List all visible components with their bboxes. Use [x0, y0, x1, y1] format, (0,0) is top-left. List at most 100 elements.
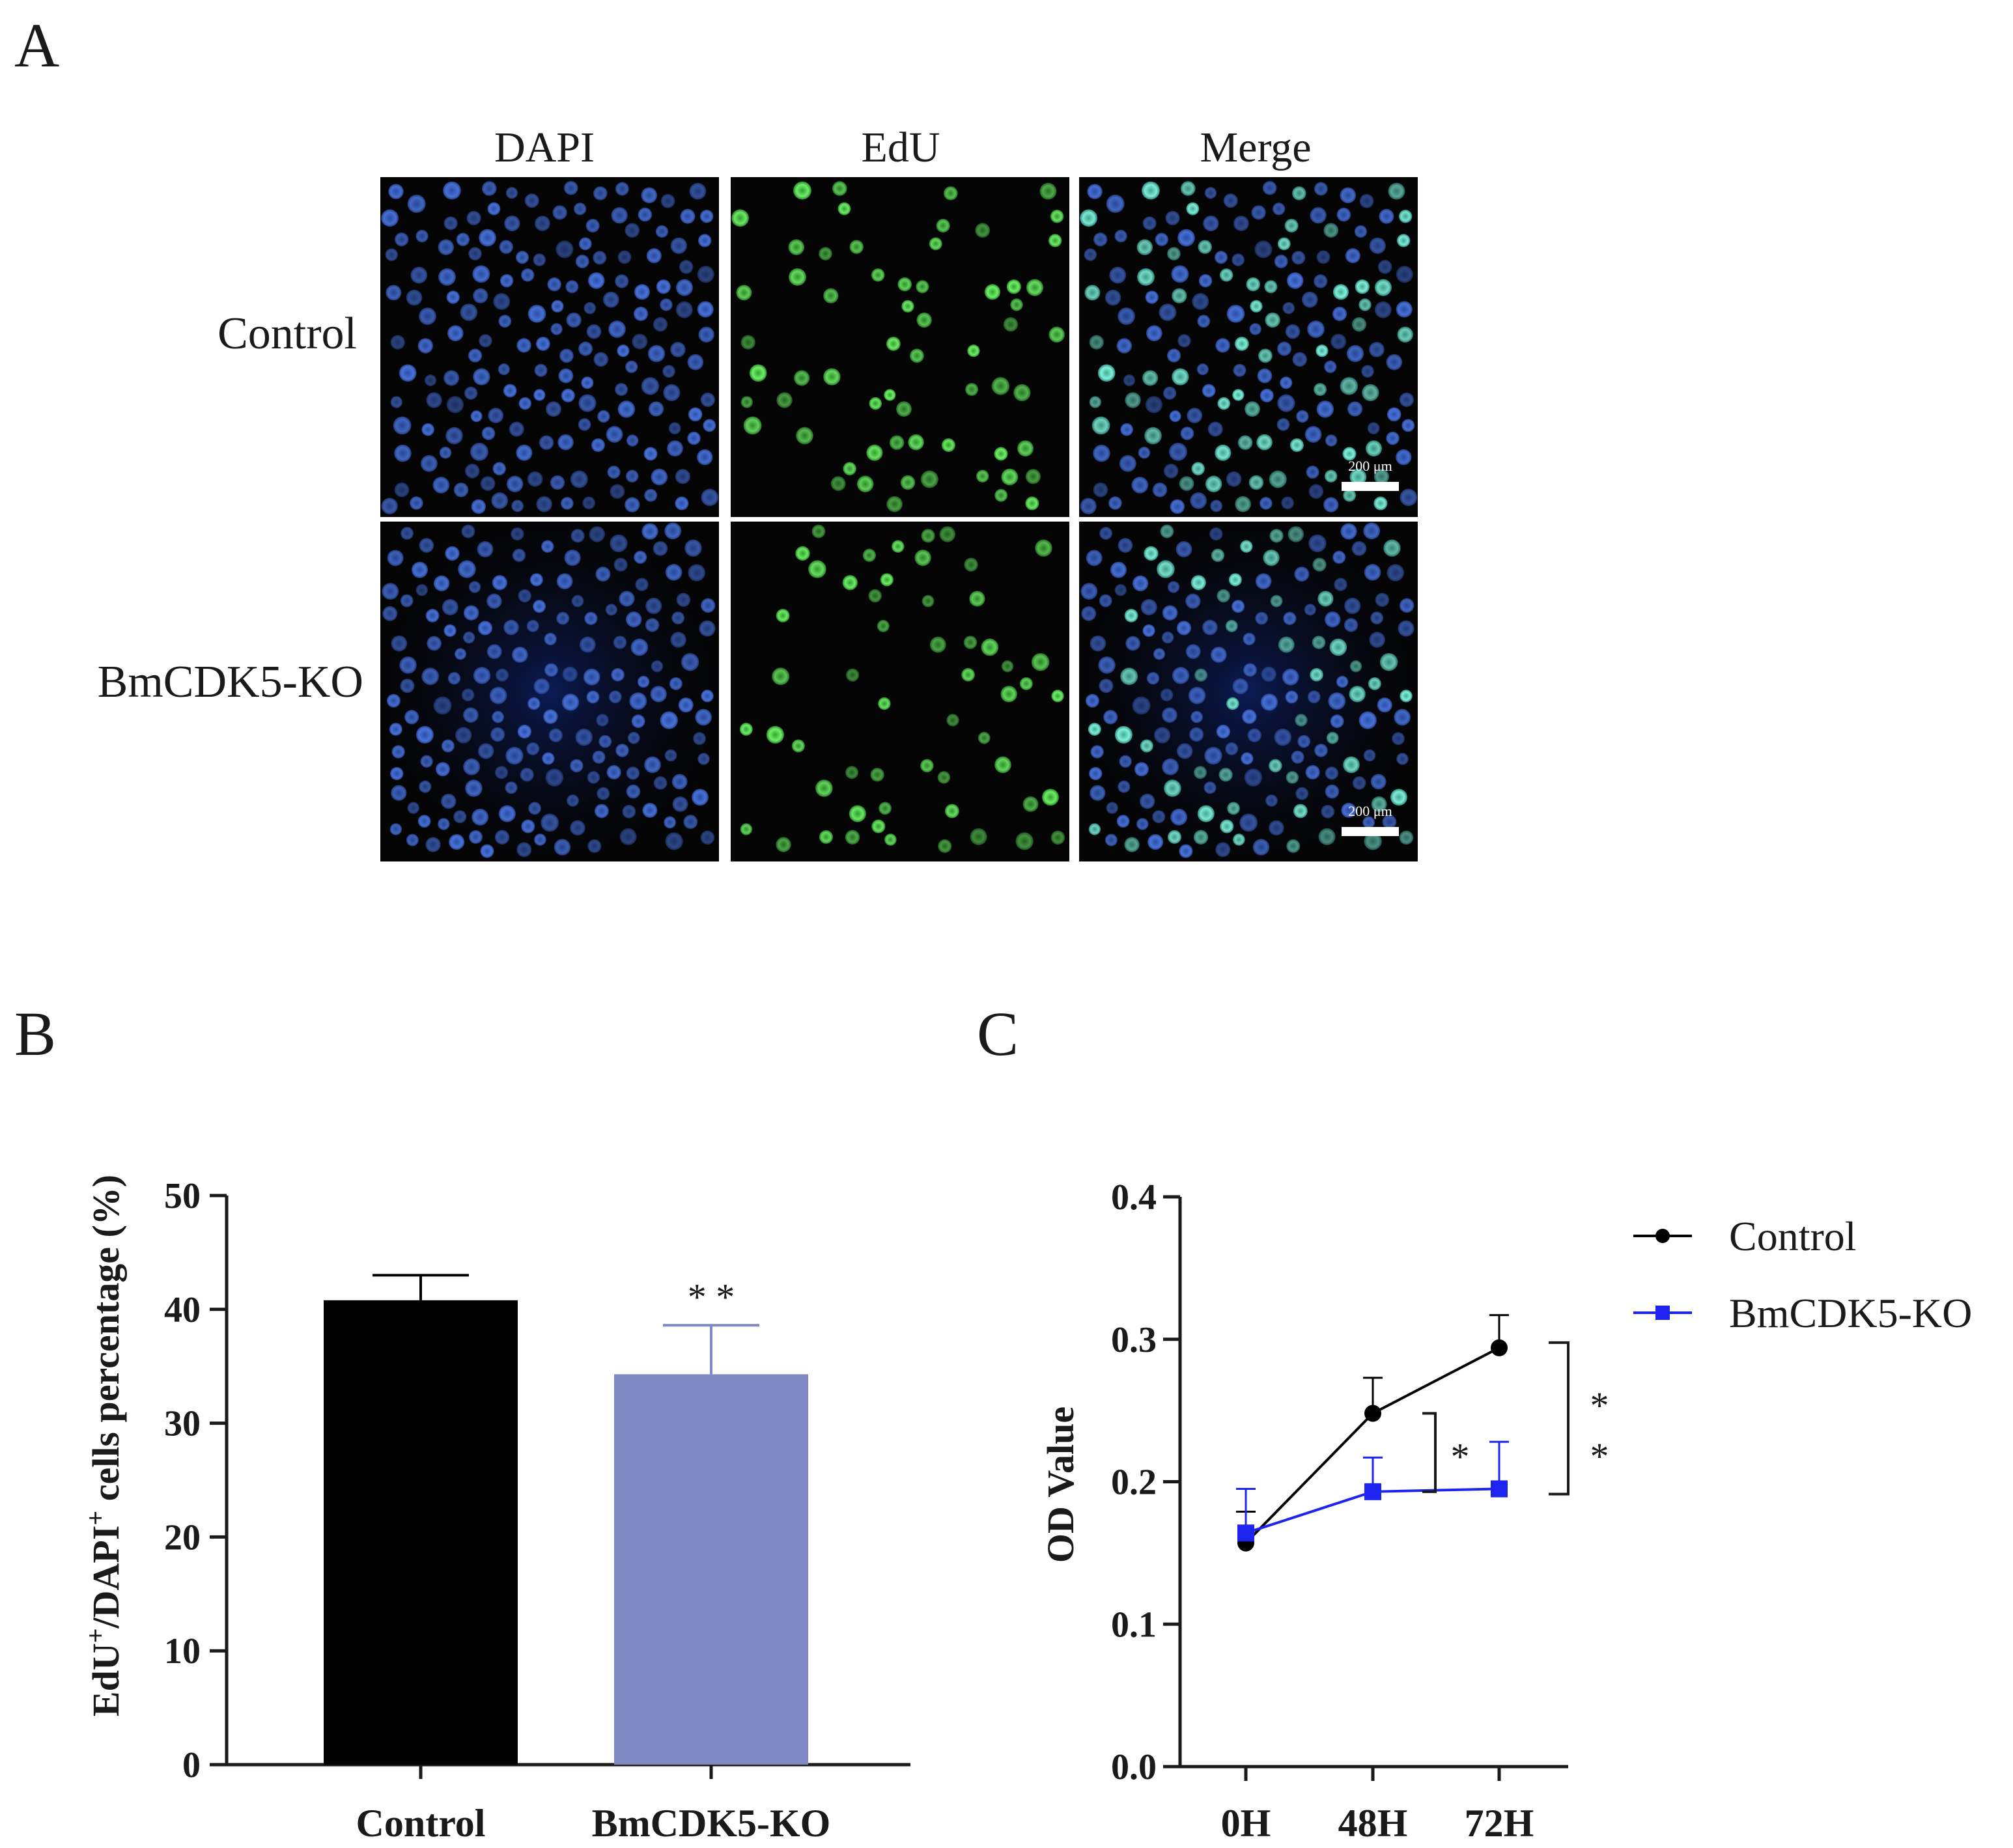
- nucleus-merge-edu: [1097, 364, 1116, 382]
- nucleus-merge-dapi: [1163, 464, 1179, 479]
- nucleus-dapi: [472, 265, 490, 283]
- nucleus-dapi: [388, 184, 404, 199]
- nucleus-edu: [929, 237, 942, 251]
- nucleus-edu: [908, 434, 924, 451]
- nucleus-merge-edu: [1248, 475, 1264, 490]
- nucleus-edu: [849, 240, 864, 254]
- nucleus-edu: [823, 368, 841, 385]
- nucleus-merge-dapi: [1330, 714, 1344, 729]
- nucleus-dapi: [645, 597, 662, 615]
- nucleus-merge-edu: [1167, 247, 1181, 260]
- nucleus-merge-edu: [1379, 652, 1398, 671]
- nucleus-dapi: [505, 187, 518, 199]
- nucleus-dapi: [675, 279, 693, 296]
- nucleus-merge-dapi: [1361, 365, 1374, 378]
- nucleus-dapi: [564, 549, 581, 567]
- nucleus-merge-dapi: [1277, 394, 1295, 412]
- nucleus-merge-dapi: [1316, 250, 1330, 264]
- nucleus-edu: [984, 284, 1000, 300]
- nucleus-merge-edu: [1398, 210, 1413, 223]
- nucleus-merge-dapi: [1294, 567, 1310, 582]
- panel-letter-a: A: [14, 10, 59, 80]
- nucleus-merge-dapi: [1172, 667, 1190, 684]
- bar-significance-marker: * *: [688, 1276, 735, 1318]
- nucleus-dapi: [449, 833, 465, 850]
- nucleus-edu: [963, 636, 978, 649]
- nucleus-edu: [879, 802, 892, 815]
- nucleus-edu: [1039, 182, 1057, 200]
- nucleus-dapi: [381, 497, 398, 514]
- line-chart-y-tick-label: 0.3: [1111, 1320, 1157, 1360]
- nucleus-dapi: [582, 496, 595, 510]
- nucleus-edu: [789, 268, 806, 286]
- nucleus-merge-edu: [1326, 731, 1339, 744]
- nucleus-dapi: [491, 492, 509, 509]
- nucleus-dapi: [421, 423, 434, 436]
- nucleus-merge-edu: [1317, 591, 1334, 607]
- nucleus-edu: [1017, 440, 1034, 457]
- nucleus-merge-edu: [1323, 223, 1339, 238]
- nucleus-edu: [1025, 496, 1039, 511]
- nucleus-dapi: [570, 759, 584, 773]
- nucleus-merge-dapi: [1392, 732, 1405, 746]
- nucleus-edu: [796, 427, 813, 445]
- nucleus-dapi: [692, 789, 709, 806]
- nucleus-dapi: [550, 475, 565, 490]
- nucleus-merge-dapi: [1215, 842, 1231, 858]
- nucleus-merge-edu: [1318, 828, 1336, 845]
- nucleus-merge-edu: [1362, 384, 1379, 402]
- nucleus-merge-dapi: [1176, 743, 1193, 759]
- nucleus-dapi: [417, 338, 434, 354]
- nucleus-merge-dapi: [1261, 666, 1276, 682]
- nucleus-merge-dapi: [1202, 384, 1216, 398]
- nucleus-dapi: [473, 667, 491, 684]
- scale-bar-label-control: 200 μm: [1348, 458, 1392, 474]
- nucleus-dapi: [693, 732, 706, 746]
- legend-item-control: Control: [1633, 1213, 1857, 1259]
- series-point-control: [1364, 1405, 1381, 1422]
- nucleus-dapi: [443, 216, 458, 231]
- nucleus-edu: [965, 383, 979, 397]
- nucleus-dapi: [660, 298, 673, 311]
- nucleus-dapi: [634, 284, 650, 300]
- nucleus-dapi: [438, 239, 455, 255]
- nucleus-merge-dapi: [1192, 292, 1209, 310]
- nucleus-merge-dapi: [1340, 187, 1357, 204]
- nucleus-merge-dapi: [1273, 203, 1286, 216]
- nucleus-merge-edu: [1219, 268, 1233, 282]
- nucleus-edu: [811, 524, 826, 539]
- bar-chart-y-tick-label: 10: [164, 1631, 201, 1672]
- nucleus-merge-edu: [1263, 549, 1280, 567]
- nucleus-edu: [1026, 279, 1043, 296]
- nucleus-edu: [880, 573, 894, 587]
- nucleus-dapi: [687, 354, 704, 371]
- nucleus-dapi: [626, 766, 640, 780]
- nucleus-edu: [970, 828, 987, 845]
- nucleus-merge-edu: [1312, 557, 1327, 572]
- nucleus-dapi: [438, 818, 450, 830]
- nucleus-merge-dapi: [1090, 635, 1106, 652]
- nucleus-merge-dapi: [1307, 690, 1321, 704]
- nucleus-edu: [916, 280, 929, 294]
- nucleus-dapi: [597, 787, 610, 800]
- nucleus-dapi: [442, 598, 458, 615]
- significance-bracket-72h: [1549, 1341, 1570, 1496]
- nucleus-merge-edu: [1343, 756, 1360, 774]
- nucleus-merge-edu: [1084, 285, 1101, 301]
- bar-chart-y-tick-label: 50: [164, 1176, 201, 1216]
- nucleus-merge-edu: [1265, 312, 1280, 328]
- bar-knockout: [614, 1374, 808, 1765]
- nucleus-merge-edu: [1349, 660, 1362, 673]
- nucleus-merge-dapi: [1386, 431, 1400, 445]
- nucleus-dapi: [668, 422, 681, 435]
- nucleus-dapi: [703, 419, 716, 432]
- nucleus-dapi: [625, 360, 638, 373]
- nucleus-merge-dapi: [1336, 207, 1351, 222]
- nucleus-dapi: [541, 540, 554, 553]
- nucleus-edu: [862, 548, 877, 562]
- nucleus-dapi: [552, 205, 567, 220]
- nucleus-dapi: [389, 722, 402, 736]
- nucleus-merge-dapi: [1099, 679, 1114, 693]
- nucleus-merge-edu: [1286, 839, 1301, 853]
